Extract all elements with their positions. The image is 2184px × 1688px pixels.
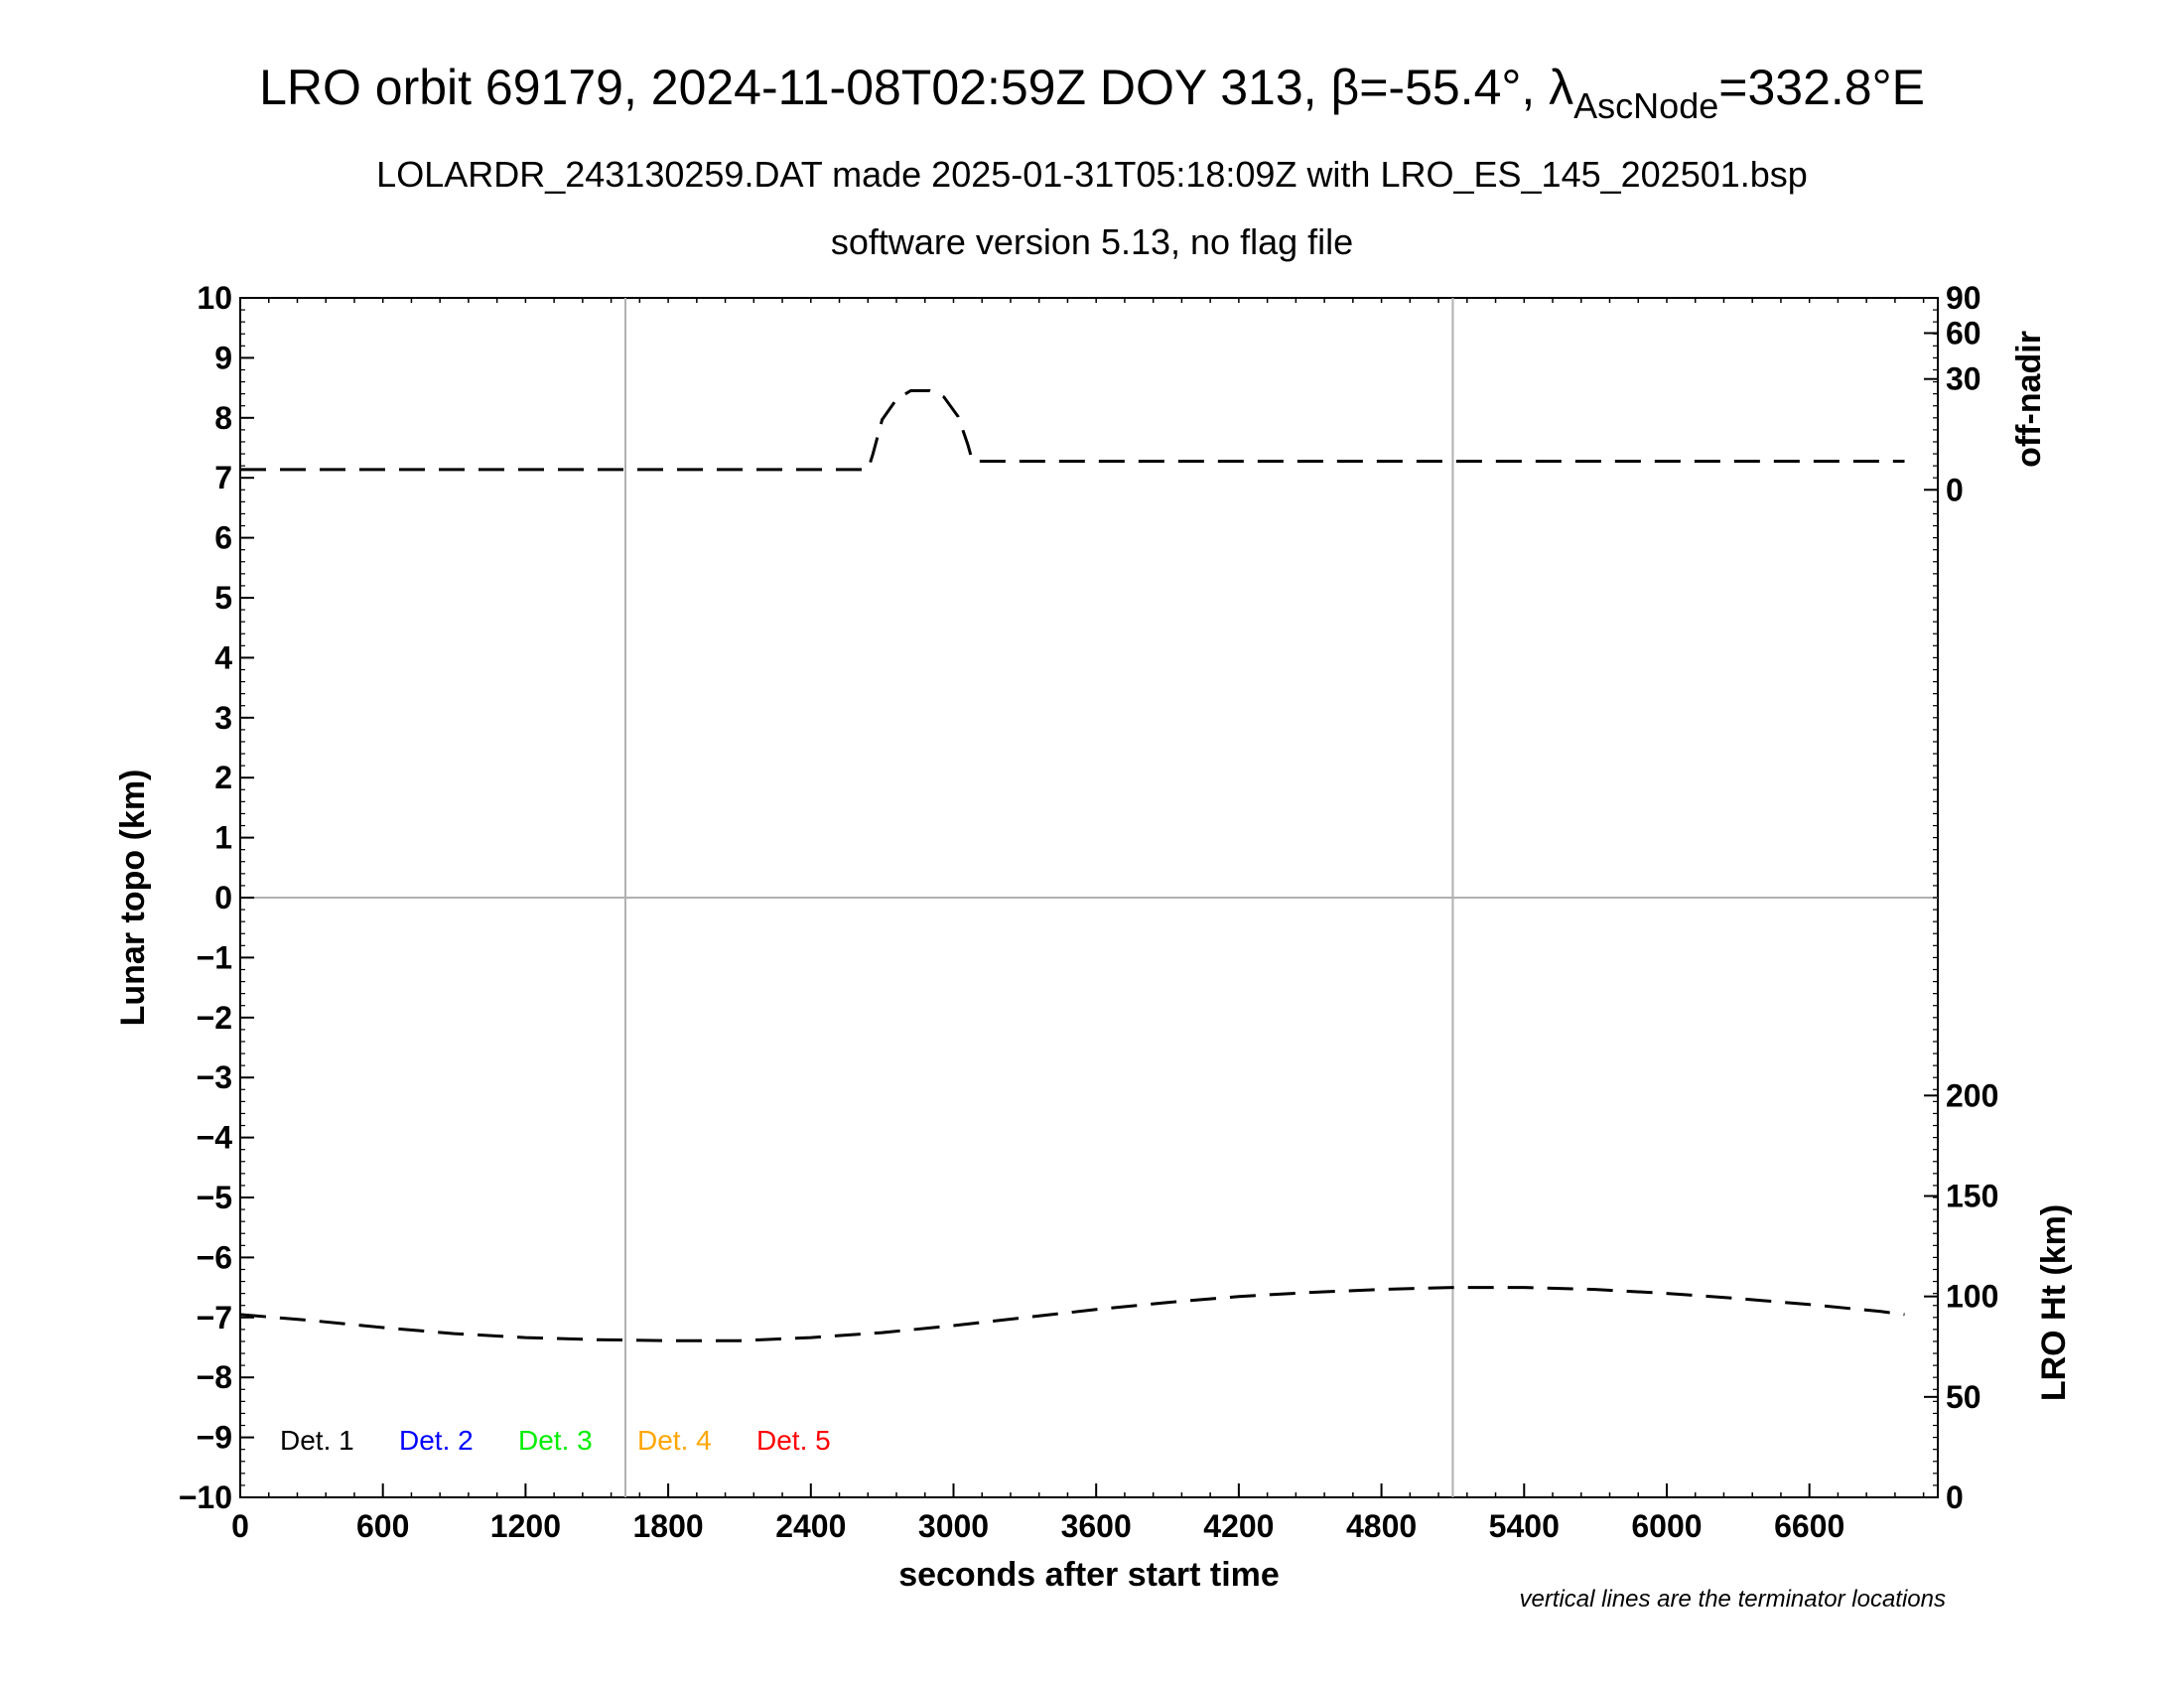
x-axis-label: seconds after start time — [898, 1556, 1280, 1594]
x-tick-label: 3000 — [918, 1508, 989, 1544]
off-nadir-tick-label: 60 — [1946, 315, 1981, 351]
x-tick-label: 0 — [231, 1508, 249, 1544]
y-tick-label: 9 — [214, 340, 232, 375]
chart-title: LRO orbit 69179, 2024-11-08T02:59Z DOY 3… — [259, 60, 1925, 126]
y-tick-label: 2 — [214, 760, 232, 795]
y-tick-label: −5 — [197, 1180, 232, 1215]
y-tick-label: 3 — [214, 700, 232, 736]
off-nadir-axis-label: off-nadir — [2010, 331, 2048, 468]
x-tick-label: 3600 — [1061, 1508, 1132, 1544]
x-tick-label: 600 — [356, 1508, 409, 1544]
y-tick-label: −7 — [197, 1300, 232, 1336]
ticks-layer: 0 600 1200 1800 2400 3000 3600 4200 4800 5400 6000… — [179, 280, 1999, 1544]
off-nadir-tick-label: 30 — [1946, 361, 1981, 397]
legend-entry: Det. 2 — [399, 1425, 474, 1456]
y-tick-label: 7 — [214, 460, 232, 495]
lro-ht-tick-label: 200 — [1946, 1077, 1998, 1113]
title-prefix: LRO orbit 69179, 2024-11-08T02:59Z DOY 3… — [259, 60, 1330, 115]
y-tick-label: −6 — [197, 1239, 232, 1275]
y-axis-label: Lunar topo (km) — [114, 770, 152, 1027]
lambda-subscript: AscNode — [1573, 85, 1718, 126]
lro-ht-tick-label: 150 — [1946, 1178, 1998, 1213]
x-tick-label: 1800 — [632, 1508, 703, 1544]
series-layer — [239, 389, 1905, 1342]
lro-ht-tick-label: 0 — [1946, 1479, 1964, 1515]
legend: Det. 1 Det. 2 Det. 3 Det. 4 Det. 5 — [280, 1425, 831, 1456]
x-tick-label: 4200 — [1203, 1508, 1274, 1544]
y-tick-label: −2 — [197, 1000, 232, 1036]
y-tick-label: 5 — [214, 580, 232, 616]
legend-entry: Det. 1 — [280, 1425, 354, 1456]
terminator-note: vertical lines are the terminator locati… — [1519, 1586, 1946, 1613]
beta-value: =-55.4°, — [1359, 60, 1549, 115]
legend-entry: Det. 3 — [518, 1425, 593, 1456]
y-tick-label: −8 — [197, 1359, 232, 1395]
lro-ht-tick-label: 50 — [1946, 1379, 1981, 1415]
lro-ht-tick-label: 100 — [1946, 1279, 1998, 1315]
chart-subtitle: LOLARDR_243130259.DAT made 2025-01-31T05… — [376, 154, 1808, 195]
chart-subtitle-2: software version 5.13, no flag file — [831, 221, 1353, 262]
x-tick-label: 5400 — [1489, 1508, 1560, 1544]
lro-ht-axis-label: LRO Ht (km) — [2035, 1204, 2073, 1401]
y-tick-label: 0 — [214, 880, 232, 915]
x-tick-label: 1200 — [490, 1508, 561, 1544]
y-tick-label: −1 — [197, 939, 232, 975]
beta-symbol: β — [1330, 60, 1359, 115]
lambda-value: =332.8°E — [1718, 60, 1925, 115]
lro-height-series-line — [239, 1286, 1905, 1342]
off-nadir-tick-label: 90 — [1946, 280, 1981, 316]
x-tick-label: 6000 — [1631, 1508, 1702, 1544]
legend-entry: Det. 5 — [756, 1425, 831, 1456]
off-nadir-series-line — [240, 389, 1905, 472]
y-tick-label: 4 — [214, 639, 232, 675]
y-tick-label: −10 — [179, 1479, 232, 1515]
y-tick-label: −4 — [197, 1120, 233, 1156]
lambda-symbol: λ — [1549, 60, 1573, 115]
y-tick-label: 6 — [214, 520, 232, 556]
x-tick-label: 4800 — [1346, 1508, 1417, 1544]
x-tick-label: 2400 — [775, 1508, 846, 1544]
y-tick-label: −9 — [197, 1420, 232, 1456]
y-tick-label: −3 — [197, 1059, 232, 1095]
x-tick-label: 6600 — [1774, 1508, 1844, 1544]
grid-layer — [240, 298, 1938, 1497]
plot-area: 0 600 1200 1800 2400 3000 3600 4200 4800 5400 6000… — [179, 280, 1999, 1544]
y-tick-label: 10 — [197, 280, 232, 316]
y-tick-label: 1 — [214, 820, 232, 856]
legend-entry: Det. 4 — [637, 1425, 712, 1456]
off-nadir-tick-label: 0 — [1946, 472, 1964, 507]
y-tick-label: 8 — [214, 400, 232, 436]
